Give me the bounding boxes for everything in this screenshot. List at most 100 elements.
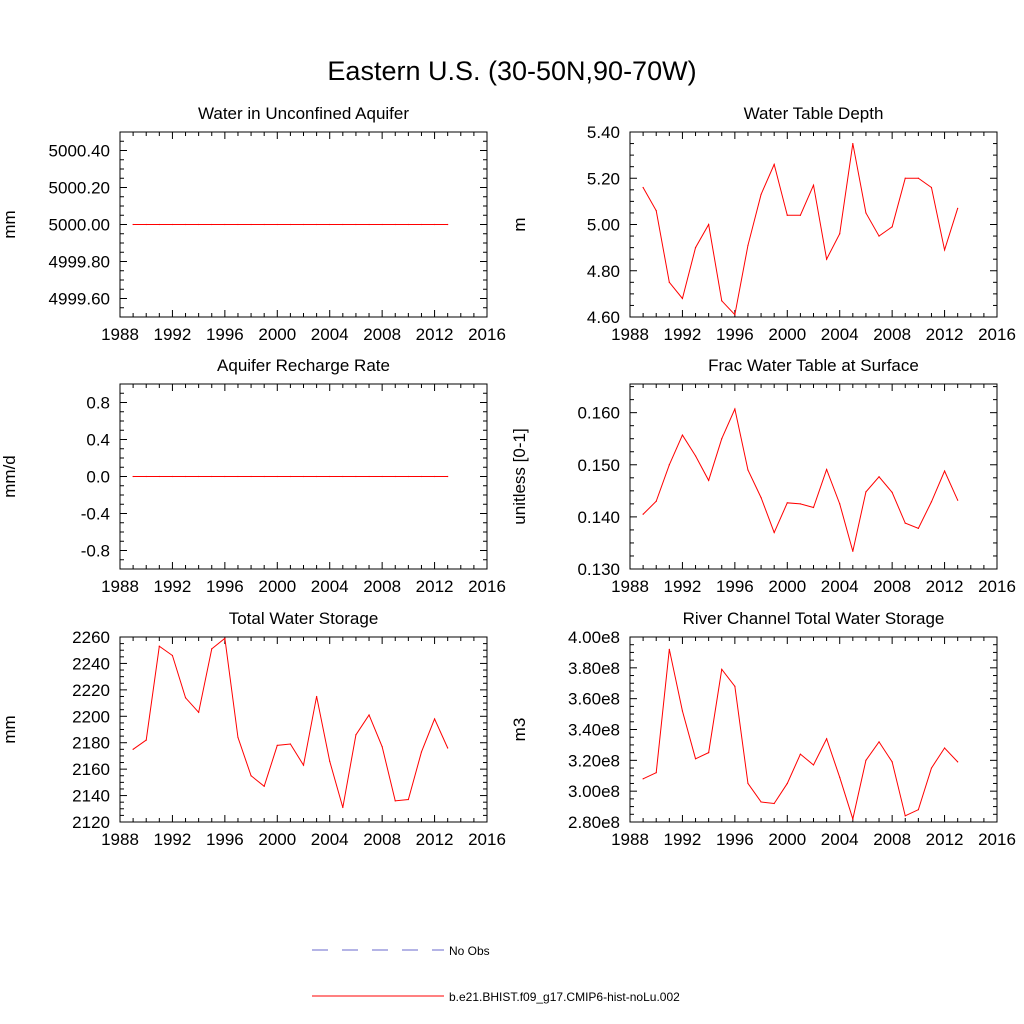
data-point (211, 648, 213, 650)
data-point (681, 710, 684, 712)
data-point (957, 499, 959, 501)
x-tick-label: 1992 (664, 830, 702, 849)
panel-title: Water Table Depth (744, 104, 884, 123)
data-point (368, 714, 370, 716)
data-point (407, 798, 409, 801)
y-tick-label: 3.20e8 (568, 751, 620, 770)
panel-title: Total Water Storage (229, 609, 379, 628)
data-point (263, 785, 265, 787)
data-point (668, 648, 670, 650)
data-point (198, 475, 200, 478)
data-point (407, 223, 409, 226)
data-point (342, 806, 344, 809)
x-tick-label: 2016 (468, 577, 506, 596)
x-tick-label: 2000 (768, 325, 806, 344)
data-point (132, 748, 134, 750)
y-tick-label: 3.80e8 (568, 659, 620, 678)
data-point (865, 759, 867, 761)
x-tick-label: 1996 (206, 577, 244, 596)
data-point (957, 761, 959, 763)
data-point (447, 223, 449, 226)
data-point (642, 186, 644, 189)
data-point (420, 751, 423, 753)
panel-title: Aquifer Recharge Rate (217, 356, 390, 375)
legend: No Obs b.e21.BHIST.f09_g17.CMIP6-hist-noL… (312, 944, 680, 1004)
data-point (668, 464, 670, 466)
data-point (694, 247, 697, 249)
data-point (760, 801, 762, 803)
data-point (734, 408, 736, 410)
data-point (145, 223, 147, 226)
data-point (747, 782, 749, 785)
data-point (447, 475, 449, 478)
x-tick-label: 2008 (363, 830, 401, 849)
y-tick-label: 0.130 (577, 560, 620, 579)
data-point (930, 501, 933, 503)
legend-label-obs: No Obs (449, 944, 490, 958)
data-point (355, 734, 357, 736)
data-point (145, 739, 147, 741)
x-tick-label: 2012 (926, 577, 964, 596)
y-tick-label: 2140 (72, 787, 110, 806)
series-line (642, 649, 959, 821)
data-point (865, 491, 867, 493)
data-point (381, 746, 383, 748)
x-tick-label: 2016 (468, 830, 506, 849)
x-tick-label: 1996 (716, 325, 754, 344)
data-point (263, 223, 265, 226)
panel-title: River Channel Total Water Storage (683, 609, 945, 628)
data-point (812, 764, 815, 766)
data-point (655, 772, 657, 774)
data-point (184, 697, 187, 699)
y-tick-label: -0.8 (81, 542, 110, 561)
y-tick-label: 2120 (72, 813, 110, 832)
data-point (852, 818, 854, 820)
data-point (224, 475, 226, 478)
data-point (852, 550, 854, 552)
data-point (394, 475, 396, 478)
y-tick-label: 3.00e8 (568, 782, 620, 801)
data-point (655, 500, 657, 502)
data-point (171, 223, 174, 226)
data-point (799, 753, 801, 755)
panel-title: Water in Unconfined Aquifer (198, 104, 409, 123)
data-point (694, 455, 697, 457)
data-point (773, 531, 775, 534)
data-point (826, 738, 828, 740)
data-point (276, 744, 278, 746)
data-point (198, 223, 200, 226)
data-point (721, 300, 723, 302)
data-point (355, 475, 357, 478)
data-point (878, 235, 880, 237)
data-point (642, 778, 644, 780)
x-tick-label: 1992 (664, 577, 702, 596)
x-tick-label: 2012 (416, 830, 454, 849)
data-point (655, 210, 657, 212)
series-line (132, 637, 449, 808)
x-tick-label: 2000 (258, 325, 296, 344)
y-tick-label: -0.4 (81, 505, 110, 524)
data-point (917, 177, 919, 179)
panel-3: Aquifer Recharge Rate mm/d 1988 1992 1996 200… (0, 356, 506, 596)
series-line (642, 143, 959, 316)
data-point (381, 223, 383, 226)
x-tick-label: 1988 (611, 325, 649, 344)
data-point (302, 223, 305, 226)
main-title: Eastern U.S. (30-50N,90-70W) (327, 56, 697, 86)
data-point (368, 475, 370, 478)
y-tick-label: 0.4 (86, 431, 110, 450)
data-point (708, 479, 710, 482)
y-tick-label: 2180 (72, 734, 110, 753)
data-point (799, 214, 801, 216)
data-point (394, 223, 396, 226)
data-point (237, 475, 239, 478)
data-point (302, 764, 305, 766)
y-tick-label: 0.0 (86, 468, 110, 487)
data-point (263, 475, 265, 478)
data-point (302, 475, 305, 478)
data-point (930, 767, 933, 769)
data-point (773, 163, 775, 165)
data-point (132, 475, 134, 478)
data-point (158, 475, 160, 478)
panel-1: Water in Unconfined Aquifer mm 1988 1992 199… (0, 104, 506, 344)
